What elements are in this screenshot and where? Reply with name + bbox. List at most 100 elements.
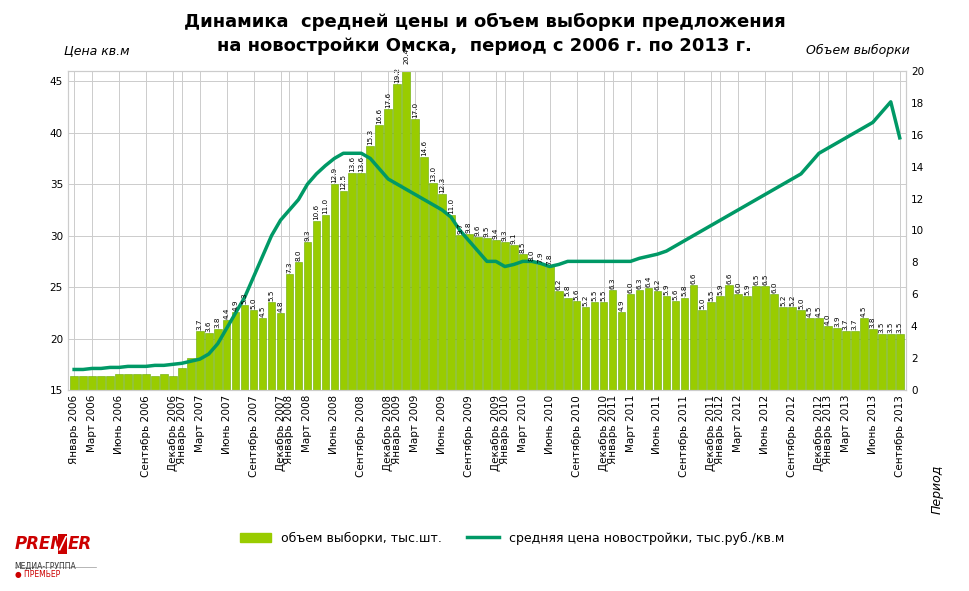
Bar: [663, 296, 671, 390]
Text: 7.9: 7.9: [538, 251, 544, 263]
Text: 7.3: 7.3: [287, 261, 293, 272]
Bar: [644, 288, 652, 390]
Text: 3.8: 3.8: [215, 317, 221, 329]
Text: 12.9: 12.9: [331, 167, 337, 183]
Text: Объем выборки: Объем выборки: [806, 44, 910, 57]
Bar: [581, 307, 589, 390]
Bar: [501, 242, 509, 390]
Bar: [636, 290, 643, 390]
Text: 4.9: 4.9: [233, 299, 238, 311]
Legend: объем выборки, тыс.шт., средняя цена новостройки, тыс.руб./кв.м: объем выборки, тыс.шт., средняя цена нов…: [235, 527, 789, 550]
Text: 3.5: 3.5: [879, 322, 885, 333]
Text: 3.7: 3.7: [843, 319, 849, 330]
Bar: [824, 326, 831, 390]
Bar: [133, 374, 141, 390]
Bar: [214, 329, 222, 390]
Text: 5.6: 5.6: [672, 288, 678, 300]
Bar: [349, 173, 357, 390]
Text: 12.5: 12.5: [340, 173, 346, 190]
Bar: [564, 297, 572, 390]
Text: 5.5: 5.5: [592, 290, 598, 301]
Text: МЕДИА-ГРУППА: МЕДИА-ГРУППА: [15, 562, 77, 571]
Text: 6.5: 6.5: [753, 274, 759, 285]
Text: Цена кв.м: Цена кв.м: [64, 44, 129, 57]
Bar: [699, 310, 706, 390]
Bar: [887, 335, 894, 390]
Text: 5.9: 5.9: [744, 283, 750, 295]
Bar: [510, 245, 517, 390]
Text: 13.0: 13.0: [430, 165, 436, 181]
Text: 12.3: 12.3: [439, 177, 445, 193]
Bar: [71, 376, 78, 390]
Bar: [690, 285, 697, 390]
Text: 11.0: 11.0: [323, 197, 328, 213]
Bar: [492, 240, 500, 390]
Bar: [654, 291, 661, 390]
Text: 3.5: 3.5: [888, 322, 893, 333]
Bar: [448, 215, 454, 390]
Text: 14.6: 14.6: [422, 140, 427, 156]
Text: 5.3: 5.3: [241, 293, 248, 304]
Bar: [358, 173, 365, 390]
Text: 6.6: 6.6: [726, 272, 733, 284]
Text: 8.0: 8.0: [296, 250, 301, 261]
Bar: [366, 146, 374, 390]
Text: 5.2: 5.2: [582, 294, 588, 306]
Text: 4.0: 4.0: [825, 314, 831, 325]
Text: 4.5: 4.5: [807, 306, 813, 317]
Text: /: /: [59, 535, 65, 553]
Bar: [196, 331, 203, 390]
Bar: [465, 233, 473, 390]
Text: 5.5: 5.5: [268, 290, 274, 301]
Text: 5.8: 5.8: [565, 285, 571, 297]
Bar: [752, 286, 760, 390]
Text: 9.4: 9.4: [493, 228, 499, 239]
Text: 3.5: 3.5: [896, 322, 903, 333]
Bar: [609, 290, 616, 390]
Bar: [151, 376, 159, 390]
Bar: [187, 358, 195, 390]
Text: 10.6: 10.6: [313, 204, 320, 220]
Text: 17.0: 17.0: [412, 102, 419, 118]
Text: 6.0: 6.0: [735, 282, 741, 293]
Text: 13.6: 13.6: [359, 156, 364, 172]
Bar: [277, 313, 284, 390]
Text: 6.0: 6.0: [628, 282, 634, 293]
Text: 6.0: 6.0: [771, 282, 777, 293]
Text: 5.9: 5.9: [717, 283, 723, 295]
Bar: [250, 310, 258, 390]
Bar: [259, 318, 266, 390]
Bar: [411, 119, 419, 390]
Text: 6.2: 6.2: [654, 278, 661, 290]
Text: Динамика  средней цены и объем выборки предложения: Динамика средней цены и объем выборки пр…: [183, 13, 786, 31]
Text: 9.8: 9.8: [466, 221, 472, 233]
Bar: [519, 254, 526, 390]
Bar: [375, 125, 383, 390]
Bar: [484, 238, 490, 390]
Text: 4.9: 4.9: [618, 299, 625, 311]
Bar: [672, 301, 679, 390]
Bar: [107, 376, 113, 390]
Bar: [896, 335, 903, 390]
Text: 8.0: 8.0: [529, 250, 535, 261]
Text: 5.8: 5.8: [681, 285, 687, 297]
Text: 6.4: 6.4: [645, 275, 651, 287]
Text: 5.2: 5.2: [789, 294, 795, 306]
Bar: [878, 335, 886, 390]
Bar: [313, 221, 320, 390]
Text: 7.8: 7.8: [547, 253, 552, 265]
Text: 5.6: 5.6: [574, 288, 579, 300]
Text: 5.0: 5.0: [798, 298, 804, 309]
Text: ● ПРЕМЬЕР: ● ПРЕМЬЕР: [15, 570, 60, 579]
Bar: [528, 262, 536, 390]
Bar: [627, 294, 635, 390]
Bar: [429, 183, 437, 390]
Text: 6.6: 6.6: [690, 272, 697, 284]
Bar: [88, 376, 96, 390]
Text: 5.0: 5.0: [251, 298, 257, 309]
Text: 6.3: 6.3: [637, 277, 642, 288]
Bar: [241, 306, 248, 390]
Text: 9.7: 9.7: [457, 223, 463, 234]
Bar: [743, 296, 751, 390]
Bar: [385, 109, 392, 390]
